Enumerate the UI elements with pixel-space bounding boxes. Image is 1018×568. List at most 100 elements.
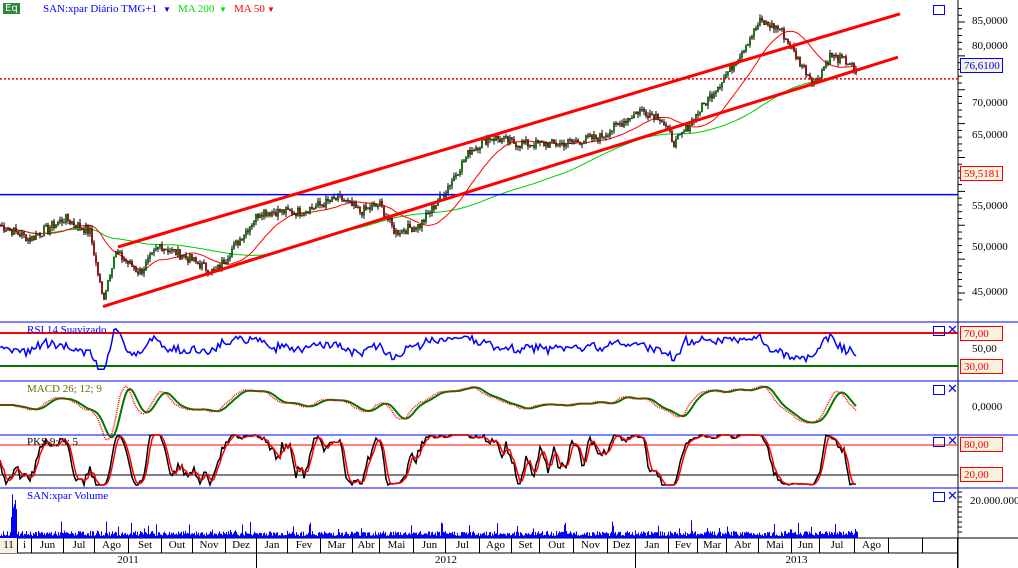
pks-k-line (0, 433, 857, 488)
candle (837, 55, 839, 63)
candle (555, 142, 557, 146)
candle (345, 200, 347, 202)
candle (769, 24, 771, 28)
candle (371, 205, 373, 210)
candle (853, 63, 855, 71)
candle (321, 204, 323, 206)
maximize-icon[interactable] (933, 326, 945, 336)
ma50-label[interactable]: MA 50 (234, 3, 265, 15)
month-label: Jun (792, 538, 820, 553)
candle (301, 214, 303, 217)
candle (363, 205, 365, 216)
candle (359, 207, 361, 213)
candle (661, 120, 663, 123)
candle (249, 226, 251, 233)
macd-signal-line (0, 385, 857, 439)
candle (725, 74, 727, 78)
candle (579, 141, 581, 145)
candle (539, 141, 541, 143)
candle (347, 200, 349, 202)
candle (287, 207, 289, 210)
close-icon[interactable]: ✕ (947, 489, 958, 504)
candle (121, 251, 123, 260)
candle (397, 229, 399, 235)
candle (221, 259, 223, 269)
candle (755, 28, 757, 30)
candle (257, 214, 259, 219)
ma200-label[interactable]: MA 200 (178, 3, 215, 15)
pks-label[interactable]: PKS 9; 3; 5 (27, 436, 79, 448)
rsi-label[interactable]: RSI 14 Suavizado (27, 324, 107, 336)
candle (615, 123, 617, 125)
candle (355, 202, 357, 208)
candle (233, 243, 235, 250)
candle (205, 262, 207, 271)
candle (183, 255, 185, 257)
dropdown-icon[interactable]: ▼ (163, 5, 171, 14)
maximize-icon[interactable] (933, 437, 945, 447)
candle (841, 54, 843, 58)
candle (751, 36, 753, 39)
candle (111, 268, 113, 277)
candle (101, 281, 103, 294)
candle (551, 139, 553, 143)
dropdown-icon[interactable]: ▼ (267, 5, 275, 14)
candle (405, 231, 407, 234)
candle (509, 137, 511, 143)
volume-label: SAN:xpar Volume (27, 490, 109, 502)
candle (767, 21, 769, 26)
candle (327, 198, 329, 201)
close-icon[interactable]: ✕ (947, 382, 958, 397)
candle (741, 51, 743, 58)
candle (229, 256, 231, 260)
candle (53, 221, 55, 228)
candle (255, 214, 257, 222)
candle (593, 134, 595, 140)
candle (157, 246, 159, 249)
month-label: Jul (64, 538, 95, 553)
candle (465, 156, 467, 162)
candle (83, 228, 85, 233)
candle (275, 212, 277, 217)
maximize-icon[interactable] (933, 5, 945, 15)
candle (251, 224, 253, 227)
candle (179, 249, 181, 260)
macd-label[interactable]: MACD 26; 12; 9 (27, 383, 102, 395)
candle (57, 221, 59, 225)
month-label: Set (512, 538, 540, 553)
maximize-icon[interactable] (933, 492, 945, 502)
candle (473, 150, 475, 152)
candle (845, 56, 847, 65)
dropdown-icon[interactable]: ▼ (219, 5, 227, 14)
candle (585, 135, 587, 142)
candle (335, 198, 337, 201)
close-icon[interactable]: ✕ (947, 323, 958, 338)
candle (587, 135, 589, 137)
candle (59, 219, 61, 223)
close-icon[interactable]: ✕ (947, 434, 958, 449)
candle (657, 114, 659, 121)
candle (95, 255, 97, 263)
candle (599, 133, 601, 142)
candle (499, 138, 501, 143)
month-label: 11 (0, 538, 18, 553)
candle (277, 209, 279, 217)
candle (557, 145, 559, 147)
month-label: Ago (95, 538, 129, 553)
candle (467, 150, 469, 157)
month-label: Jan (257, 538, 288, 553)
candle (315, 205, 317, 209)
candle (433, 205, 435, 210)
candle (847, 63, 849, 66)
candle (193, 257, 195, 261)
maximize-icon[interactable] (933, 385, 945, 395)
candle (671, 131, 673, 142)
candle (247, 230, 249, 233)
candle (7, 229, 9, 231)
candle (549, 141, 551, 148)
candle (611, 130, 613, 132)
symbol-label[interactable]: SAN:xpar Diário TMG+1 (43, 3, 158, 15)
candle (71, 221, 73, 224)
candle (39, 234, 41, 237)
candle (821, 70, 823, 79)
